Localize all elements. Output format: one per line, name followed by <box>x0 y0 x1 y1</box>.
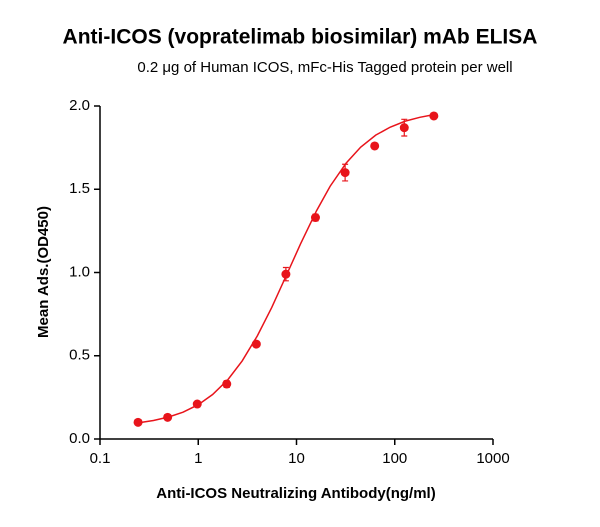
chart-title: Anti-ICOS (vopratelimab biosimilar) mAb … <box>63 26 538 49</box>
y-tick-label: 0.5 <box>69 347 90 364</box>
x-tick-label: 0.1 <box>90 450 111 467</box>
data-point <box>340 168 350 178</box>
x-axis-title: Anti-ICOS Neutralizing Antibody(ng/ml) <box>156 485 435 502</box>
x-tick-label: 1000 <box>476 450 509 467</box>
y-tick-label: 2.0 <box>69 97 90 114</box>
y-tick-label: 1.5 <box>69 180 90 197</box>
data-point <box>251 339 261 349</box>
data-point <box>163 412 173 422</box>
x-tick-label: 100 <box>382 450 407 467</box>
chart-subtitle: 0.2 μg of Human ICOS, mFc-His Tagged pro… <box>137 59 512 76</box>
x-tick-label: 1 <box>194 450 202 467</box>
y-axis-title: Mean Ads.(OD450) <box>35 206 52 338</box>
data-point <box>370 141 380 151</box>
data-point <box>399 123 409 133</box>
data-point <box>133 417 143 427</box>
data-point <box>222 379 232 389</box>
y-tick-label: 0.0 <box>69 430 90 447</box>
data-point <box>281 269 291 279</box>
data-point <box>429 111 439 121</box>
data-point <box>310 213 320 223</box>
data-point <box>192 399 202 409</box>
y-tick-label: 1.0 <box>69 263 90 280</box>
x-tick-label: 10 <box>288 450 305 467</box>
